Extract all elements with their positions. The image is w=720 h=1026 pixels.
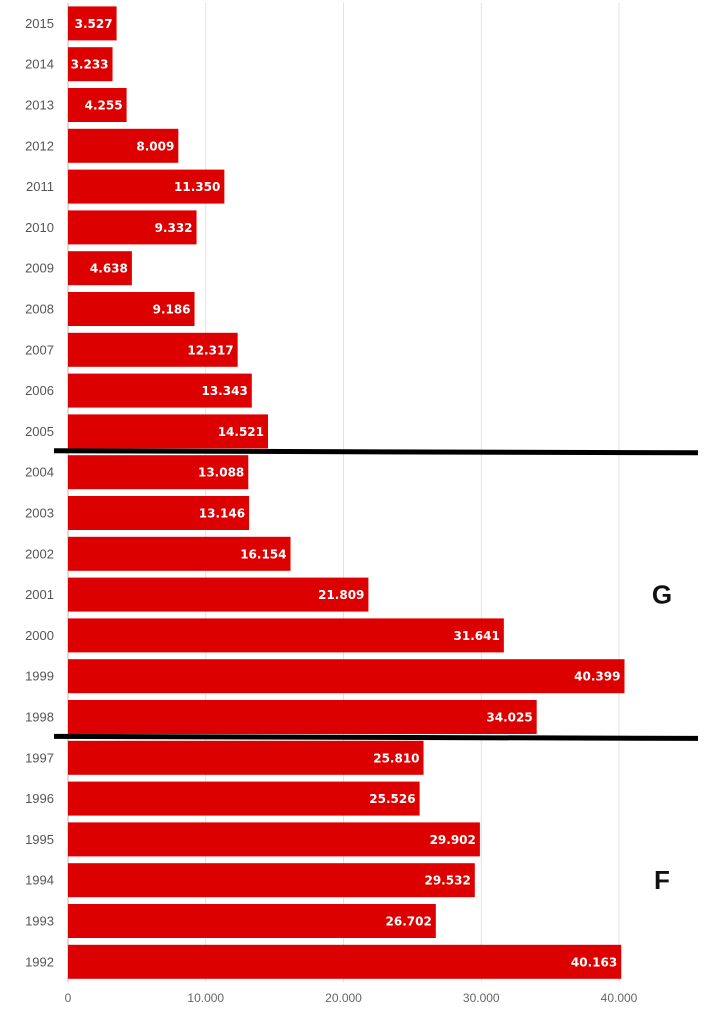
data-label: 13.146 [199, 507, 245, 521]
category-label: 2014 [25, 57, 54, 72]
bar [68, 700, 537, 734]
category-label: 2003 [25, 506, 54, 521]
data-label: 12.317 [187, 343, 233, 357]
data-labels: 3.527 3.233 4.255 8.009 11.350 9.332 4.638 9.18… [71, 17, 621, 969]
category-label: 2015 [25, 16, 54, 31]
data-label: 21.809 [318, 588, 364, 602]
data-label: 4.255 [85, 99, 123, 113]
data-label: 25.810 [373, 751, 419, 765]
bars [68, 6, 625, 979]
gridlines [67, 3, 620, 983]
category-label: 1996 [25, 791, 54, 806]
separator-line [53, 448, 699, 456]
data-label: 29.902 [430, 833, 476, 847]
bar [68, 373, 252, 408]
x-tick-label: 20.000 [325, 991, 362, 1005]
data-label: 8.009 [136, 139, 174, 153]
x-tick-label: 40.000 [601, 991, 638, 1005]
data-label: 29.532 [424, 874, 470, 888]
region-label: G [652, 580, 672, 610]
separator-line [53, 733, 699, 741]
data-label: 16.154 [240, 547, 286, 561]
category-label: 2008 [25, 302, 54, 317]
category-label: 2013 [25, 98, 54, 113]
region-label: F [654, 865, 670, 895]
bar [68, 6, 117, 41]
data-label: 9.332 [155, 221, 193, 235]
data-label: 25.526 [369, 792, 415, 806]
data-label: 4.638 [90, 262, 128, 276]
category-labels: 2015 2014 2013 2012 2011 2010 2009 2008 2007 2006… [25, 16, 54, 969]
bar [68, 822, 480, 857]
data-label: 26.702 [386, 915, 432, 929]
category-label: 2007 [25, 342, 54, 357]
separator-lines [53, 448, 699, 741]
bar [68, 88, 127, 122]
category-label: 2006 [25, 383, 54, 398]
category-label: 2011 [26, 179, 54, 194]
category-label: 2009 [25, 261, 54, 276]
bar [68, 577, 369, 612]
data-label: 40.399 [574, 670, 620, 684]
bar [68, 47, 113, 82]
category-label: 2005 [25, 424, 54, 439]
bar [68, 536, 291, 571]
category-label: 2000 [25, 628, 54, 643]
data-label: 31.641 [454, 629, 500, 643]
data-label: 14.521 [218, 425, 264, 439]
bar [68, 781, 420, 816]
category-label: 1994 [25, 873, 54, 888]
x-tick-label: 0 [65, 991, 72, 1005]
x-tick-label: 10.000 [187, 991, 224, 1005]
bar [68, 618, 504, 653]
category-label: 2012 [25, 138, 54, 153]
x-axis-tick-labels: 0 10.000 20.000 30.000 40.000 [65, 991, 638, 1005]
category-label: 2001 [25, 587, 54, 602]
category-label: 1992 [25, 954, 54, 969]
bar [68, 169, 225, 204]
category-label: 1997 [25, 750, 54, 765]
data-label: 13.343 [201, 384, 247, 398]
x-tick-label: 30.000 [463, 991, 500, 1005]
category-label: 2004 [25, 465, 54, 480]
data-label: 13.088 [198, 466, 244, 480]
data-label: 3.233 [71, 58, 109, 72]
bar [68, 455, 249, 490]
category-label: 2010 [25, 220, 54, 235]
bar [68, 863, 475, 898]
region-labels: GF [652, 580, 672, 896]
bar [68, 904, 436, 938]
category-label: 1999 [25, 669, 54, 684]
bar [68, 251, 132, 286]
category-label: 1995 [25, 832, 54, 847]
bar [68, 740, 424, 775]
data-label: 11.350 [174, 180, 220, 194]
category-label: 2002 [25, 546, 54, 561]
category-label: 1998 [25, 710, 54, 725]
data-label: 40.163 [571, 955, 617, 969]
bar [68, 128, 179, 163]
bar [68, 332, 238, 367]
data-label: 9.186 [153, 303, 191, 317]
data-label: 34.025 [486, 711, 532, 725]
bar [68, 292, 195, 326]
data-label: 3.527 [75, 17, 113, 31]
bar [68, 210, 197, 245]
bar [68, 414, 269, 449]
bar [68, 944, 622, 979]
bar [68, 659, 625, 694]
bar [68, 496, 250, 530]
category-label: 1993 [25, 914, 54, 929]
